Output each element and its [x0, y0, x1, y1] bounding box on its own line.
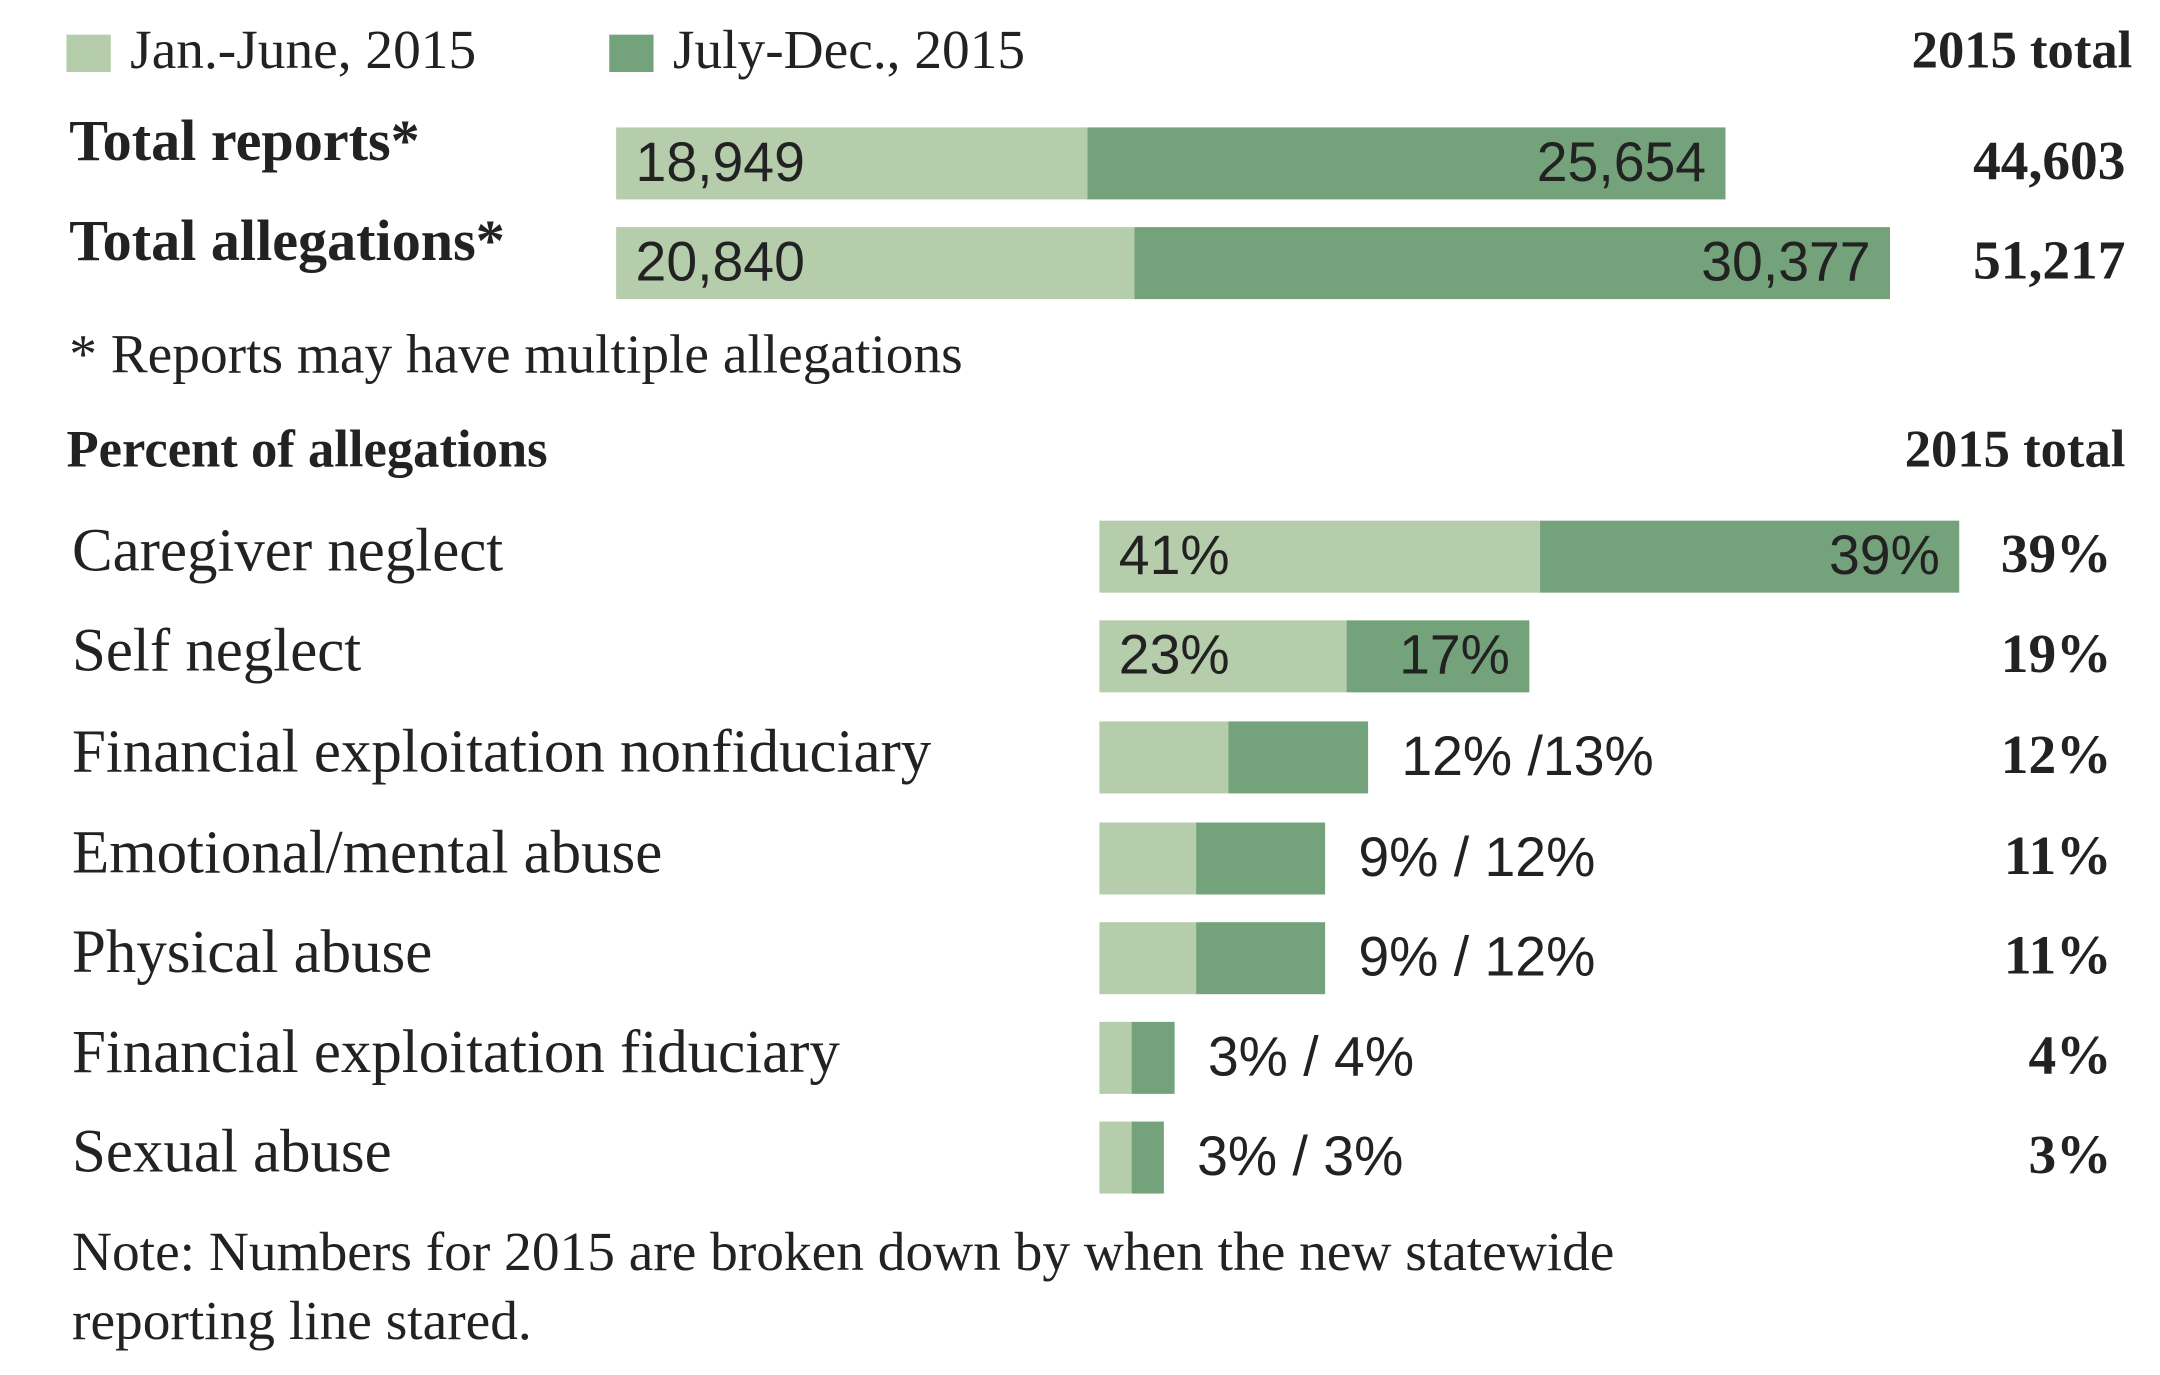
bar-segment	[616, 227, 1135, 300]
category-label: Total reports*	[69, 108, 419, 173]
bar-segment	[1134, 227, 1890, 300]
total-label: 39%	[2001, 523, 2112, 584]
totals-header: 2015 total	[1912, 22, 2133, 80]
category-label: Financial exploitation fiduciary	[72, 1019, 840, 1086]
category-label: Total allegations*	[69, 208, 505, 273]
category-label: Financial exploitation nonfiduciary	[72, 718, 932, 785]
value-label: 17%	[1399, 624, 1510, 686]
footnote: * Reports may have multiple allegations	[69, 324, 963, 385]
bar-segment	[1099, 721, 1229, 794]
legend-label: Jan.-June, 2015	[130, 19, 476, 80]
value-label: 20,840	[636, 231, 805, 293]
legend-label: July-Dec., 2015	[673, 19, 1025, 80]
value-label: 18,949	[636, 131, 805, 193]
bar-segment	[1099, 520, 1541, 593]
category-label: Emotional/mental abuse	[72, 819, 662, 886]
note: reporting line stared.	[72, 1290, 532, 1351]
total-label: 4%	[2028, 1024, 2111, 1085]
value-label: 39%	[1829, 524, 1940, 586]
value-label: 3% / 3%	[1197, 1125, 1403, 1187]
total-label: 12%	[2001, 724, 2112, 785]
total-label: 3%	[2028, 1124, 2111, 1185]
bar-segment	[1228, 721, 1369, 794]
category-label: Sexual abuse	[72, 1119, 392, 1186]
value-label: 25,654	[1537, 131, 1706, 193]
total-label: 11%	[2004, 825, 2112, 886]
value-label: 41%	[1119, 524, 1230, 586]
bar-segment	[1099, 822, 1197, 895]
legend-swatch	[66, 34, 111, 73]
value-label: 23%	[1119, 624, 1230, 686]
section-title: Percent of allegations	[66, 420, 547, 478]
bar-segment	[1540, 520, 1960, 593]
totals-header: 2015 total	[1905, 420, 2126, 478]
total-label: 51,217	[1973, 230, 2125, 291]
value-label: 12% /13%	[1401, 725, 1653, 787]
bar-segment	[1346, 620, 1530, 693]
bar-segment	[1087, 127, 1726, 200]
note: Note: Numbers for 2015 are broken down b…	[72, 1221, 1614, 1282]
value-label: 30,377	[1701, 231, 1870, 293]
value-label: 3% / 4%	[1208, 1025, 1414, 1087]
category-label: Physical abuse	[72, 919, 432, 986]
total-label: 44,603	[1973, 130, 2125, 191]
value-label: 9% / 12%	[1358, 826, 1595, 888]
total-label: 11%	[2004, 925, 2112, 986]
bar-segment	[1131, 1021, 1175, 1094]
bar-segment	[1099, 1021, 1132, 1094]
bar-segment	[616, 127, 1088, 200]
category-label: Caregiver neglect	[72, 518, 503, 585]
bar-segment	[1196, 922, 1326, 995]
value-label: 9% / 12%	[1358, 926, 1595, 988]
bar-segment	[1131, 1121, 1164, 1194]
bar-segment	[1099, 922, 1197, 995]
legend-swatch	[609, 34, 654, 73]
bar-segment	[1099, 620, 1347, 693]
category-label: Self neglect	[72, 617, 361, 684]
bar-segment	[1196, 822, 1326, 895]
bar-segment	[1099, 1121, 1132, 1194]
total-label: 19%	[2001, 623, 2112, 684]
